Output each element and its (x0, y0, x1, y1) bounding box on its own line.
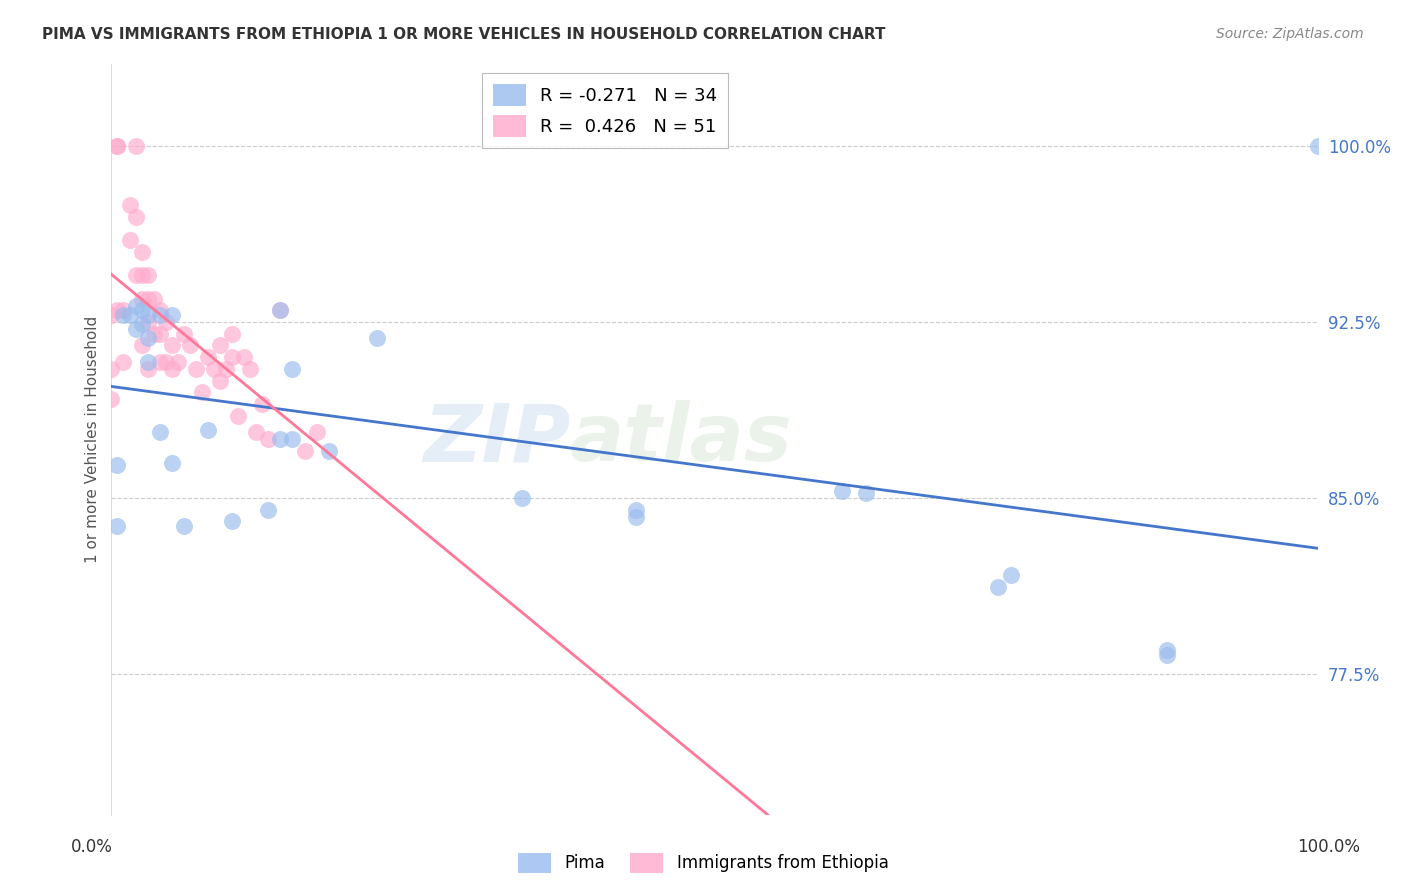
Point (208, 374, 231, 388)
Point (173, 519, 195, 533)
Text: Source: ZipAtlas.com: Source: ZipAtlas.com (1216, 27, 1364, 41)
Text: 0.0%: 0.0% (70, 838, 112, 856)
Point (131, 318, 153, 332)
Point (155, 315, 177, 329)
Point (149, 303, 172, 318)
Point (269, 432, 291, 446)
Point (252, 397, 274, 411)
Point (100, 392, 122, 407)
Point (124, 322, 146, 336)
Point (112, 303, 135, 318)
Legend: R = -0.271   N = 34, R =  0.426   N = 51: R = -0.271 N = 34, R = 0.426 N = 51 (482, 73, 728, 148)
Point (107, 519, 129, 533)
Point (215, 362, 238, 376)
Point (107, 139, 129, 153)
Point (131, 244, 153, 259)
Point (131, 338, 153, 352)
Point (118, 308, 141, 322)
Point (366, 331, 388, 345)
Point (136, 308, 159, 322)
Point (155, 355, 177, 369)
Point (131, 268, 153, 282)
Point (124, 139, 146, 153)
Point (197, 350, 219, 364)
Point (831, 483, 853, 498)
Y-axis label: 1 or more Vehicles in Household: 1 or more Vehicles in Household (86, 316, 100, 563)
Legend: Pima, Immigrants from Ethiopia: Pima, Immigrants from Ethiopia (510, 847, 896, 880)
Point (149, 425, 172, 440)
Text: PIMA VS IMMIGRANTS FROM ETHIOPIA 1 OR MORE VEHICLES IN HOUSEHOLD CORRELATION CHA: PIMA VS IMMIGRANTS FROM ETHIOPIA 1 OR MO… (42, 27, 886, 42)
Point (987, 580, 1010, 594)
Text: ZIP: ZIP (423, 401, 569, 478)
Point (118, 198, 141, 212)
Point (160, 308, 183, 322)
Point (118, 233, 141, 247)
Point (142, 292, 165, 306)
Point (131, 303, 153, 318)
Point (855, 486, 877, 500)
Point (626, 502, 648, 516)
Point (1156, 648, 1178, 662)
Text: atlas: atlas (569, 401, 793, 478)
Point (100, 362, 122, 376)
Point (136, 315, 159, 329)
Point (269, 303, 291, 318)
Point (1000, 568, 1022, 582)
Point (149, 326, 172, 341)
Point (107, 139, 129, 153)
Point (184, 362, 207, 376)
Point (197, 423, 219, 437)
Point (1156, 643, 1178, 657)
Point (239, 362, 262, 376)
Point (191, 385, 214, 400)
Point (202, 362, 225, 376)
Point (233, 350, 256, 364)
Point (257, 502, 280, 516)
Point (281, 432, 304, 446)
Text: 100.0%: 100.0% (1298, 838, 1360, 856)
Point (294, 444, 316, 458)
Point (160, 456, 183, 470)
Point (149, 355, 172, 369)
Point (149, 308, 172, 322)
Point (166, 355, 188, 369)
Point (1308, 139, 1330, 153)
Point (136, 268, 159, 282)
Point (179, 338, 201, 352)
Point (305, 425, 328, 440)
Point (136, 355, 159, 369)
Point (208, 338, 231, 352)
Point (221, 326, 243, 341)
Point (257, 432, 280, 446)
Point (245, 425, 267, 440)
Point (281, 362, 304, 376)
Point (173, 326, 195, 341)
Point (160, 362, 183, 376)
Point (221, 515, 243, 529)
Point (160, 338, 183, 352)
Point (124, 268, 146, 282)
Point (626, 509, 648, 524)
Point (107, 458, 129, 472)
Point (510, 491, 533, 505)
Point (100, 308, 122, 322)
Point (136, 331, 159, 345)
Point (136, 362, 159, 376)
Point (142, 326, 165, 341)
Point (124, 299, 146, 313)
Point (269, 303, 291, 318)
Point (131, 292, 153, 306)
Point (112, 308, 135, 322)
Point (136, 292, 159, 306)
Point (318, 444, 340, 458)
Point (226, 409, 249, 423)
Point (112, 355, 135, 369)
Point (124, 210, 146, 224)
Point (107, 303, 129, 318)
Point (221, 350, 243, 364)
